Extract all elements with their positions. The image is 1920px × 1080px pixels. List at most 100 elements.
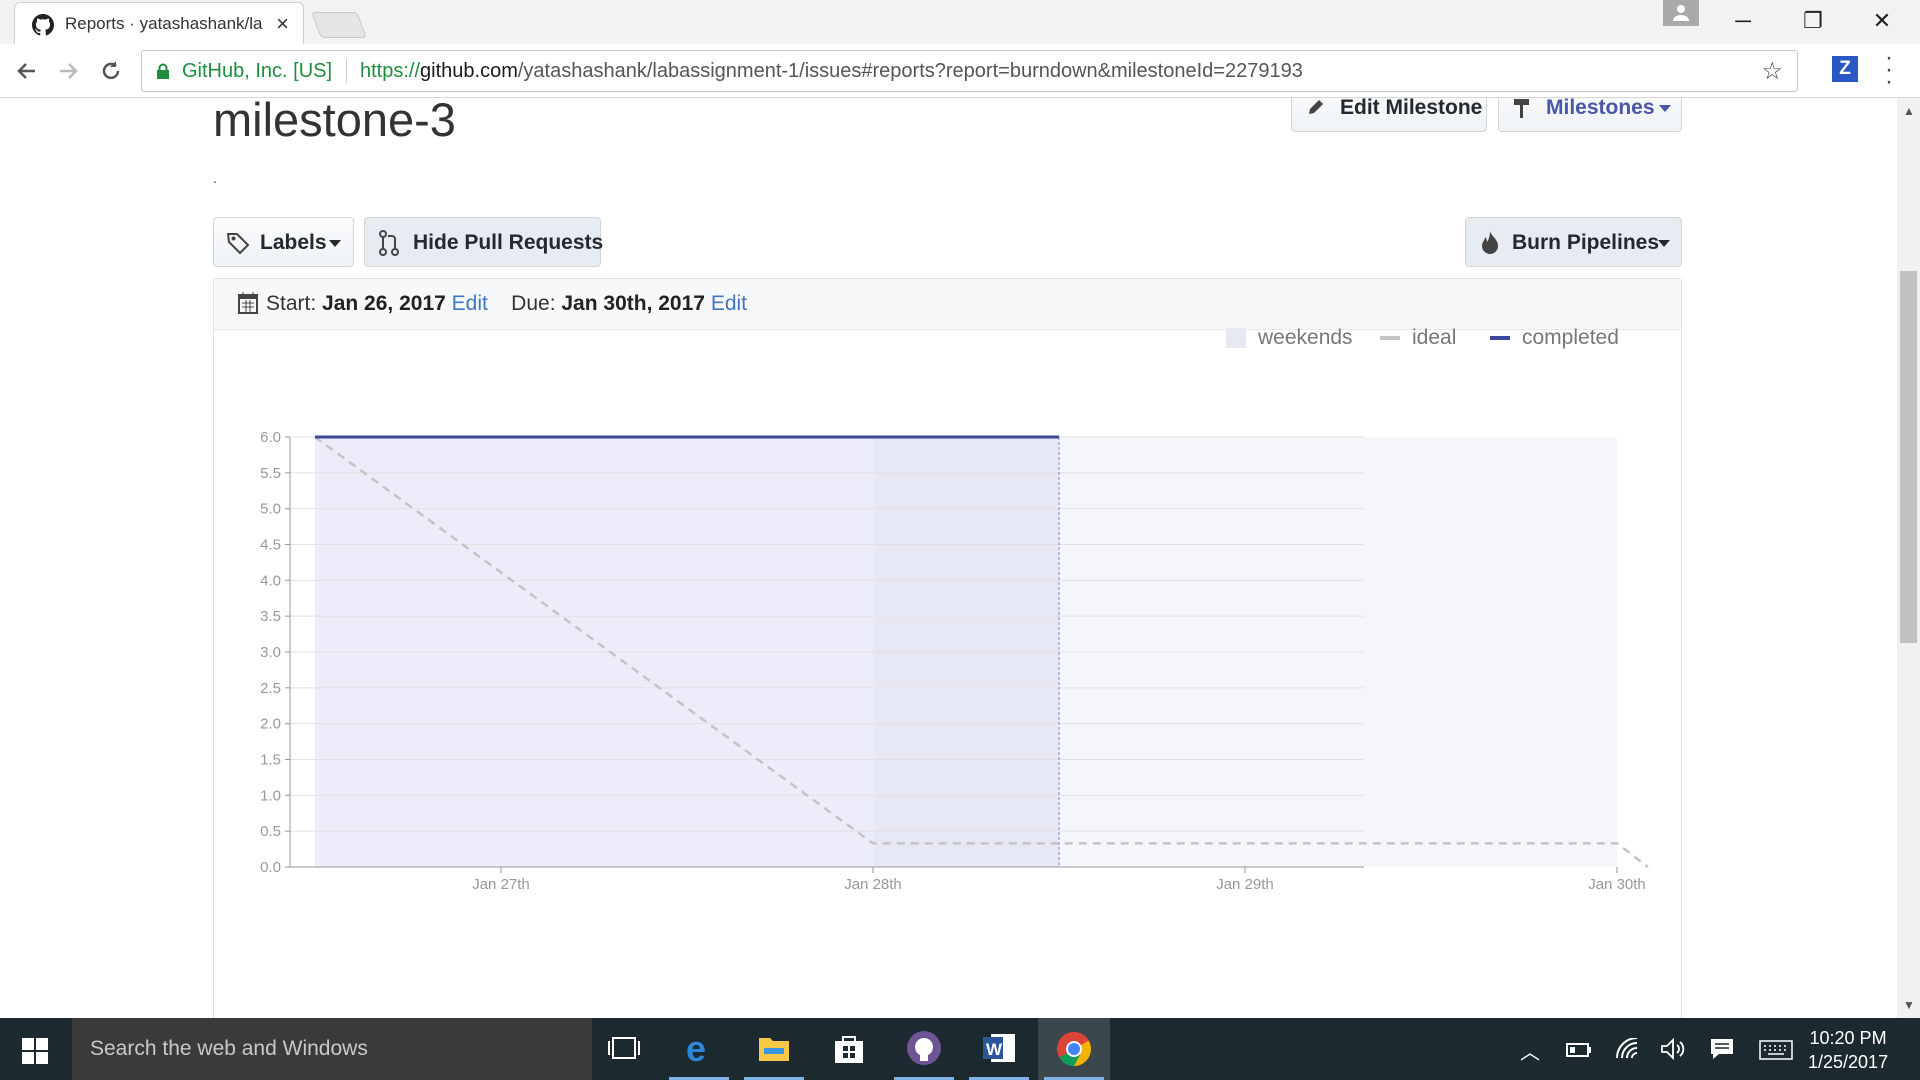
y-tick-label: 1.0 xyxy=(260,787,281,804)
browser-tab-strip: Reports · yatashashank/la × ─ ❐ ✕ xyxy=(0,0,1920,44)
start-date: Jan 26, 2017 xyxy=(322,292,446,315)
github-desktop-icon[interactable] xyxy=(888,1018,960,1080)
y-tick-label: 5.5 xyxy=(260,465,281,482)
chevron-down-icon xyxy=(329,240,341,247)
pull-request-icon xyxy=(379,230,399,256)
active-indicator xyxy=(894,1077,954,1080)
security-label[interactable]: GitHub, Inc. [US] xyxy=(182,60,333,82)
extension-z-icon[interactable]: Z xyxy=(1832,56,1858,82)
clock-date: 1/25/2017 xyxy=(1808,1052,1889,1072)
burndown-chart: 0.0 0.5 1.0 1.5 2.0 2.5 3.0 3.5 4.0 4.5 5.0 5.5 6.0 J… xyxy=(260,429,1649,893)
y-tick-label: 4.5 xyxy=(260,537,281,554)
ideal-swatch xyxy=(1380,336,1400,340)
forward-arrow-icon[interactable] xyxy=(51,54,85,88)
keyboard-icon[interactable] xyxy=(1759,1040,1793,1060)
y-tick-label: 2.5 xyxy=(260,680,281,697)
completed-swatch xyxy=(1490,336,1510,340)
wifi-icon[interactable] xyxy=(1615,1038,1639,1060)
notifications-icon[interactable] xyxy=(1710,1038,1734,1060)
y-tick-label: 3.0 xyxy=(260,644,281,661)
y-tick-label: 5.0 xyxy=(260,501,281,518)
bookmark-star-icon[interactable]: ☆ xyxy=(1761,58,1783,85)
reload-icon[interactable] xyxy=(94,54,128,88)
svg-text:e: e xyxy=(686,1032,706,1066)
tab-title: Reports · yatashashank/la xyxy=(65,14,263,33)
due-date: Jan 30th, 2017 xyxy=(561,292,705,315)
x-tick-label: Jan 28th xyxy=(844,876,902,893)
file-explorer-icon[interactable] xyxy=(738,1018,810,1080)
edit-due-link[interactable]: Edit xyxy=(710,292,747,315)
burn-pipelines-label: Burn Pipelines xyxy=(1512,231,1660,254)
scroll-up-arrow-icon[interactable]: ▲ xyxy=(1903,104,1915,118)
url-scheme: https:// xyxy=(360,60,421,82)
clock-time: 10:20 PM xyxy=(1809,1028,1887,1048)
back-arrow-icon[interactable] xyxy=(10,54,44,88)
close-window-button[interactable]: ✕ xyxy=(1872,8,1892,33)
chevron-down-icon xyxy=(1658,240,1670,247)
hide-pull-requests-button[interactable]: Hide Pull Requests xyxy=(364,217,604,267)
active-indicator xyxy=(669,1077,729,1080)
legend-weekends-label: weekends xyxy=(1258,326,1353,349)
url-text[interactable]: https://github.com/yatashashank/labassig… xyxy=(360,60,1303,83)
scrollbar-thumb[interactable] xyxy=(1900,271,1917,643)
address-bar[interactable]: GitHub, Inc. [US] https://github.com/yat… xyxy=(141,50,1798,92)
date-range: Start: Jan 26, 2017 Edit Due: Jan 30th, … xyxy=(266,292,747,316)
word-icon[interactable]: W xyxy=(963,1018,1035,1080)
milestone-icon xyxy=(1514,99,1529,118)
system-clock[interactable]: 10:20 PM 1/25/2017 xyxy=(1808,1026,1888,1074)
chrome-icon[interactable] xyxy=(1038,1018,1110,1080)
legend-completed-label: completed xyxy=(1522,326,1619,349)
milestone-title: milestone-3 xyxy=(213,98,456,146)
active-indicator xyxy=(744,1077,804,1080)
windows-taskbar: Search the web and Windows e W ︿ xyxy=(0,1018,1920,1080)
hide-pull-requests-label: Hide Pull Requests xyxy=(413,231,604,254)
edge-browser-icon[interactable]: e xyxy=(663,1018,735,1080)
y-tick-label: 0.0 xyxy=(260,859,281,876)
profile-button[interactable] xyxy=(1663,0,1699,26)
milestones-dropdown[interactable]: Milestones xyxy=(1498,98,1682,132)
legend-ideal-label: ideal xyxy=(1412,326,1457,349)
svg-text:W: W xyxy=(986,1040,1003,1059)
date-header: Start: Jan 26, 2017 Edit Due: Jan 30th, … xyxy=(214,279,1681,330)
windows-start-icon[interactable] xyxy=(22,1038,48,1064)
scroll-down-arrow-icon[interactable]: ▼ xyxy=(1903,998,1915,1012)
active-indicator xyxy=(1044,1077,1104,1080)
x-tick-label: Jan 29th xyxy=(1216,876,1274,893)
close-tab-icon[interactable]: × xyxy=(276,11,289,36)
github-icon xyxy=(32,14,54,36)
minimize-button[interactable]: ─ xyxy=(1735,8,1751,33)
page-scrollbar[interactable]: ▲ ▼ xyxy=(1897,98,1920,1018)
labels-dropdown[interactable]: Labels xyxy=(213,217,354,267)
milestone-description: . xyxy=(213,170,217,186)
chevron-down-icon xyxy=(1659,105,1671,112)
burndown-panel: Start: Jan 26, 2017 Edit Due: Jan 30th, … xyxy=(213,278,1682,1018)
person-icon xyxy=(1673,5,1689,21)
burn-pipelines-dropdown[interactable]: Burn Pipelines xyxy=(1465,217,1682,267)
y-tick-label: 2.0 xyxy=(260,716,281,733)
browser-tab[interactable]: Reports · yatashashank/la × xyxy=(14,2,304,44)
y-tick-label: 4.0 xyxy=(260,572,281,589)
url-path: /yatashashank/labassignment-1/issues#rep… xyxy=(517,60,1303,82)
edit-milestone-button[interactable]: Edit Milestone xyxy=(1291,98,1487,132)
lock-icon xyxy=(157,63,169,79)
battery-icon[interactable] xyxy=(1566,1042,1592,1058)
y-tick-label: 3.5 xyxy=(260,608,281,625)
search-placeholder: Search the web and Windows xyxy=(90,1037,368,1060)
edit-start-link[interactable]: Edit xyxy=(451,292,488,315)
y-tick-label: 6.0 xyxy=(260,429,281,446)
url-host: github.com xyxy=(420,60,518,82)
store-icon[interactable] xyxy=(813,1018,885,1080)
labels-label: Labels xyxy=(260,231,327,254)
divider xyxy=(346,59,347,83)
taskbar-search-box[interactable]: Search the web and Windows xyxy=(72,1018,592,1080)
menu-kebab-icon[interactable]: · · · xyxy=(1885,44,1893,95)
restore-button[interactable]: ❐ xyxy=(1803,8,1823,33)
show-hidden-icons-chevron-up-icon[interactable]: ︿ xyxy=(1520,1042,1540,1064)
task-view-icon[interactable] xyxy=(588,1018,660,1080)
tag-icon xyxy=(226,233,250,255)
y-tick-label: 0.5 xyxy=(260,823,281,840)
calendar-icon xyxy=(238,292,258,314)
volume-icon[interactable] xyxy=(1660,1038,1686,1060)
new-tab-button[interactable] xyxy=(311,12,367,38)
x-tick-label: Jan 27th xyxy=(472,876,530,893)
